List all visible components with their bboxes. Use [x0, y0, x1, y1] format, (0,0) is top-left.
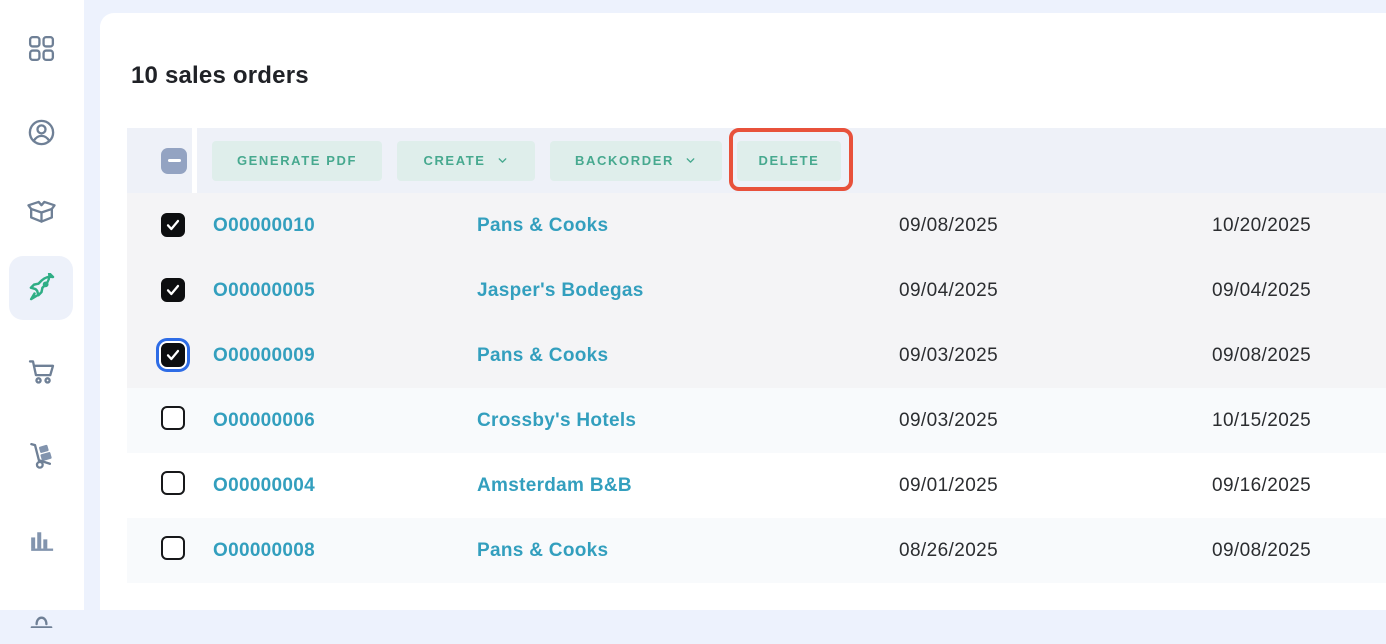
- row-checkbox[interactable]: [161, 471, 185, 495]
- delete-label: DELETE: [758, 153, 820, 168]
- row-checkbox[interactable]: [161, 536, 185, 560]
- hand-truck-icon: [29, 442, 52, 469]
- create-label: CREATE: [423, 153, 486, 168]
- delivery-date: 09/08/2025: [1212, 539, 1312, 561]
- user-circle-icon: [28, 119, 54, 145]
- row-checkbox-focused[interactable]: [161, 343, 185, 367]
- table-row[interactable]: O00000004 Amsterdam B&B 09/01/2025 09/16…: [127, 453, 1386, 518]
- order-date: 09/01/2025: [899, 474, 999, 496]
- dashboard-grid-icon: [28, 35, 54, 61]
- generate-pdf-button[interactable]: GENERATE PDF: [212, 140, 382, 181]
- sidebar-item-sales-orders[interactable]: [9, 256, 73, 320]
- toolbar-buttons: GENERATE PDF CREATE BACKORDER DELETE: [197, 127, 1386, 193]
- checkmark-icon: [166, 284, 180, 296]
- sidebar-item-products[interactable]: [9, 179, 73, 243]
- shopping-bag-icon: [30, 616, 52, 628]
- open-box-icon: [26, 200, 56, 223]
- select-all-cell: [127, 128, 192, 193]
- sales-orders-page: { "header": { "title": "10 sales orders"…: [0, 0, 1386, 628]
- shopping-cart-icon: [28, 359, 54, 384]
- sales-orders-table: GENERATE PDF CREATE BACKORDER DELETE: [127, 127, 1386, 583]
- order-number-link[interactable]: O00000004: [213, 474, 316, 496]
- backorder-label: BACKORDER: [575, 153, 674, 168]
- table-row[interactable]: O00000010 Pans & Cooks 09/08/2025 10/20/…: [127, 193, 1386, 258]
- customer-link[interactable]: Pans & Cooks: [477, 539, 609, 561]
- chevron-down-icon: [498, 158, 506, 163]
- sidebar: [0, 0, 84, 628]
- delivery-date: 10/15/2025: [1212, 409, 1312, 431]
- table-row[interactable]: O00000009 Pans & Cooks 09/03/2025 09/08/…: [127, 323, 1386, 388]
- sidebar-item-contacts[interactable]: [9, 100, 73, 164]
- table-row[interactable]: O00000006 Crossby's Hotels 09/03/2025 10…: [127, 388, 1386, 453]
- sidebar-item-shop[interactable]: [9, 580, 73, 644]
- customer-link[interactable]: Pans & Cooks: [477, 344, 609, 366]
- bulk-actions-toolbar: GENERATE PDF CREATE BACKORDER DELETE: [127, 127, 1386, 193]
- create-dropdown-button[interactable]: CREATE: [397, 140, 535, 181]
- page-title: 10 sales orders: [131, 62, 309, 89]
- table-row[interactable]: O00000005 Jasper's Bodegas 09/04/2025 09…: [127, 258, 1386, 323]
- order-date: 09/03/2025: [899, 409, 999, 431]
- rocket-icon: [29, 272, 54, 300]
- order-number-link[interactable]: O00000006: [213, 409, 316, 431]
- checkmark-icon: [166, 219, 180, 231]
- generate-pdf-label: GENERATE PDF: [236, 153, 358, 168]
- sidebar-item-reports[interactable]: [9, 507, 73, 571]
- bar-chart-icon: [30, 531, 53, 551]
- toolbar-gap: [192, 128, 197, 193]
- delivery-date: 09/08/2025: [1212, 344, 1312, 366]
- row-checkbox[interactable]: [161, 278, 185, 302]
- order-number-link[interactable]: O00000005: [213, 279, 316, 301]
- row-checkbox[interactable]: [161, 213, 185, 237]
- chevron-down-icon: [686, 158, 695, 163]
- customer-link[interactable]: Jasper's Bodegas: [477, 279, 644, 301]
- order-date: 08/26/2025: [899, 539, 999, 561]
- order-date: 09/08/2025: [899, 214, 999, 236]
- row-checkbox[interactable]: [161, 406, 185, 430]
- delete-button[interactable]: DELETE: [737, 140, 841, 181]
- customer-link[interactable]: Crossby's Hotels: [477, 409, 637, 431]
- backorder-dropdown-button[interactable]: BACKORDER: [550, 140, 722, 181]
- order-date: 09/03/2025: [899, 344, 999, 366]
- order-number-link[interactable]: O00000009: [213, 344, 316, 366]
- customer-link[interactable]: Pans & Cooks: [477, 214, 609, 236]
- customer-link[interactable]: Amsterdam B&B: [477, 474, 632, 496]
- indeterminate-minus-icon: [167, 158, 181, 163]
- sidebar-item-purchases[interactable]: [9, 339, 73, 403]
- order-number-link[interactable]: O00000010: [213, 214, 316, 236]
- order-number-link[interactable]: O00000008: [213, 539, 316, 561]
- table-row[interactable]: O00000008 Pans & Cooks 08/26/2025 09/08/…: [127, 518, 1386, 583]
- delivery-date: 10/20/2025: [1212, 214, 1312, 236]
- checkmark-icon: [166, 349, 180, 361]
- sidebar-item-deliveries[interactable]: [9, 423, 73, 487]
- order-date: 09/04/2025: [899, 279, 999, 301]
- main-content-card: 10 sales orders GENERATE PDF CREATE BACK…: [100, 13, 1386, 610]
- delivery-date: 09/16/2025: [1212, 474, 1312, 496]
- delivery-date: 09/04/2025: [1212, 279, 1312, 301]
- select-all-checkbox[interactable]: [161, 147, 187, 174]
- sidebar-item-dashboard[interactable]: [9, 16, 73, 80]
